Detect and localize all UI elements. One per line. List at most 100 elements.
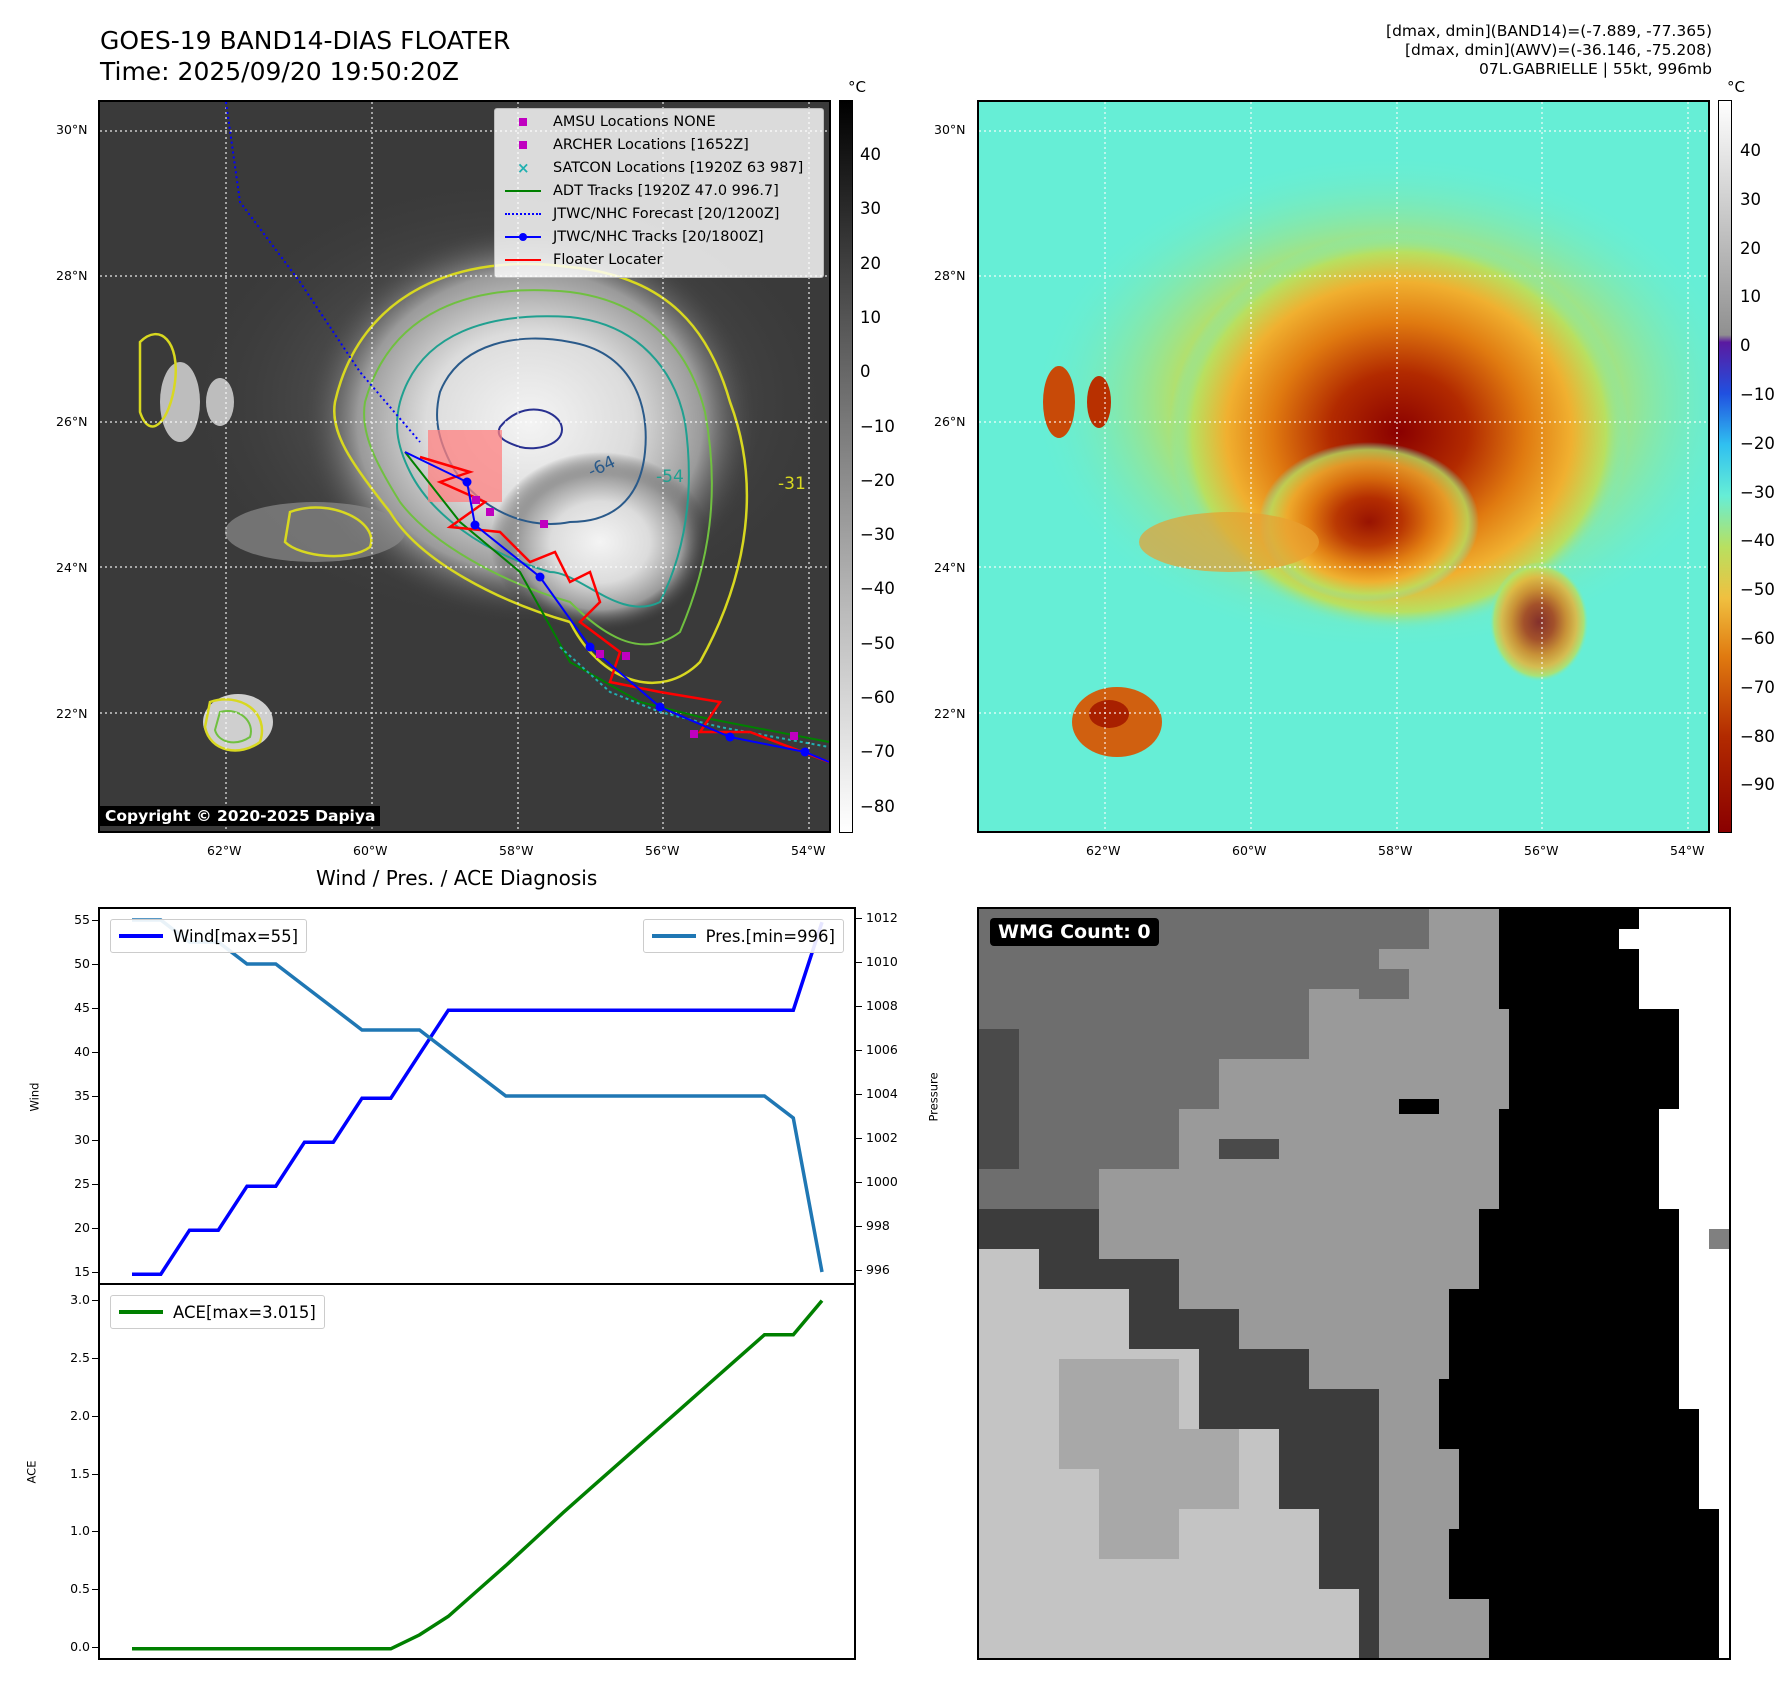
ir-colorbar-tick: −40: [860, 579, 895, 599]
pressure-tick: 1000: [866, 1174, 898, 1189]
ace-tick-mark: [92, 1415, 98, 1417]
ace-tick-mark: [92, 1531, 98, 1533]
stats-band14: [dmax, dmin](BAND14)=(-7.889, -77.365): [1386, 22, 1712, 40]
lon-label-58-left: 58°W: [499, 843, 534, 858]
ir-colorbar-tick: 30: [860, 199, 881, 219]
enhanced-colorbar-tick: 20: [1740, 238, 1761, 258]
wind-legend: Wind[max=55]: [110, 919, 308, 953]
ir-map-panel: -64 -54 -31 AMSU Locations NONE ARCHER L…: [98, 100, 831, 833]
legend-item-amsu: AMSU Locations NONE: [505, 112, 716, 132]
ace-tick-mark: [92, 1300, 98, 1302]
enhanced-colorbar-tick: −70: [1740, 677, 1775, 697]
wind-axis-label: Wind: [27, 1082, 42, 1112]
lat-label-22-left: 22°N: [56, 706, 88, 721]
legend-item-floater: Floater Locater: [505, 250, 662, 270]
lon-label-62-right: 62°W: [1086, 843, 1121, 858]
wind-tick-mark: [92, 1008, 98, 1010]
ace-legend: ACE[max=3.015]: [110, 1295, 325, 1329]
lon-label-56-left: 56°W: [645, 843, 680, 858]
pressure-tick-mark: [856, 962, 862, 963]
enhanced-colorbar-unit: °C: [1727, 78, 1745, 96]
ace-series-line: [132, 1299, 824, 1651]
legend-item-archer: ARCHER Locations [1652Z]: [505, 135, 749, 155]
wind-tick-mark: [92, 1096, 98, 1098]
ace-tick: 2.5: [70, 1350, 90, 1366]
pressure-tick: 996: [866, 1262, 890, 1277]
stats-awv: [dmax, dmin](AWV)=(-36.146, -75.208): [1405, 41, 1712, 59]
enhanced-map-imagery: [979, 102, 1708, 831]
ace-tick: 3.0: [70, 1292, 90, 1308]
stats-storm: 07L.GABRIELLE | 55kt, 996mb: [1479, 60, 1712, 78]
contour-label-31: -31: [778, 474, 806, 494]
pressure-tick: 1010: [866, 954, 898, 969]
wmg-imagery: [979, 909, 1729, 1658]
wind-tick-mark: [92, 1052, 98, 1054]
lat-label-30-left: 30°N: [56, 122, 88, 137]
ir-colorbar-tick: −60: [860, 688, 895, 707]
lon-label-54-left: 54°W: [791, 843, 826, 858]
lon-label-58-right: 58°W: [1378, 843, 1413, 858]
wind-tick: 20: [74, 1220, 90, 1236]
ace-tick: 0.5: [70, 1581, 90, 1597]
ir-colorbar-tick: 40: [860, 145, 881, 164]
ace-axis-label: ACE: [24, 1460, 39, 1484]
wind-tick: 35: [74, 1088, 90, 1104]
ir-colorbar-tick: 20: [860, 253, 881, 273]
ir-colorbar: [839, 100, 853, 833]
enhanced-colorbar-tick: −50: [1740, 580, 1775, 600]
pressure-tick: 1012: [866, 910, 898, 925]
pressure-tick-mark: [856, 1226, 862, 1227]
copyright-badge: Copyright © 2020-2025 Dapiya: [100, 806, 381, 826]
wmg-panel: [977, 907, 1731, 1660]
ir-colorbar-tick: −80: [860, 796, 895, 816]
lat-label-24-right: 24°N: [934, 560, 966, 575]
ace-tick: 1.5: [70, 1465, 90, 1481]
ir-colorbar-tick: −70: [860, 742, 895, 762]
wind-tick-mark: [92, 920, 98, 922]
ir-colorbar-tick: −50: [860, 633, 895, 653]
pressure-tick-mark: [856, 1138, 862, 1139]
enhanced-colorbar-tick: −60: [1740, 629, 1775, 648]
ace-tick-mark: [92, 1358, 98, 1360]
lat-label-26-left: 26°N: [56, 414, 88, 429]
lat-label-22-right: 22°N: [934, 706, 966, 721]
enhanced-colorbar-tick: 30: [1740, 189, 1761, 209]
wind-tick-mark: [92, 1184, 98, 1186]
lat-label-26-right: 26°N: [934, 414, 966, 429]
lon-label-56-right: 56°W: [1524, 843, 1559, 858]
diagnosis-title: Wind / Pres. / ACE Diagnosis: [316, 866, 598, 890]
ir-colorbar-tick: −30: [860, 525, 895, 545]
enhanced-colorbar-tick: −20: [1740, 433, 1775, 453]
wind-tick-mark: [92, 1140, 98, 1142]
pressure-series-line: [132, 918, 824, 1273]
pressure-tick-mark: [856, 918, 862, 919]
enhanced-colorbar-tick: 0: [1740, 336, 1751, 356]
wind-tick-mark: [92, 964, 98, 966]
wind-tick: 45: [74, 1000, 90, 1016]
ace-tick-mark: [92, 1589, 98, 1591]
pressure-tick: 998: [866, 1218, 890, 1233]
pressure-legend: Pres.[min=996]: [642, 919, 844, 953]
ace-axes: ACE[max=3.015]: [98, 1283, 856, 1660]
ace-plot: [132, 1299, 824, 1651]
enhanced-colorbar-tick: 40: [1740, 141, 1761, 160]
enhanced-colorbar-tick: −40: [1740, 531, 1775, 551]
lat-label-28-left: 28°N: [56, 268, 88, 283]
figure-title: GOES-19 BAND14-DIAS FLOATER: [100, 26, 511, 55]
pressure-tick: 1006: [866, 1042, 898, 1057]
pressure-tick: 1002: [866, 1130, 898, 1145]
ace-tick-mark: [92, 1646, 98, 1648]
stats-block: [dmax, dmin](BAND14)=(-7.889, -77.365) […: [1386, 22, 1712, 79]
ace-tick: 0.0: [70, 1638, 90, 1654]
enhanced-colorbar: [1718, 100, 1732, 833]
contour-label-54: -54: [656, 467, 684, 487]
enhanced-colorbar-tick: −10: [1740, 385, 1775, 404]
pressure-tick: 1008: [866, 998, 898, 1013]
wind-series-line: [132, 921, 824, 1276]
legend-item-forecast: JTWC/NHC Forecast [20/1200Z]: [505, 204, 779, 224]
wind-tick: 50: [74, 956, 90, 972]
wind-pressure-plot: [132, 918, 824, 1276]
pressure-tick: 1004: [866, 1086, 898, 1101]
ace-tick-mark: [92, 1473, 98, 1475]
wmg-count-badge: WMG Count: 0: [990, 918, 1159, 946]
